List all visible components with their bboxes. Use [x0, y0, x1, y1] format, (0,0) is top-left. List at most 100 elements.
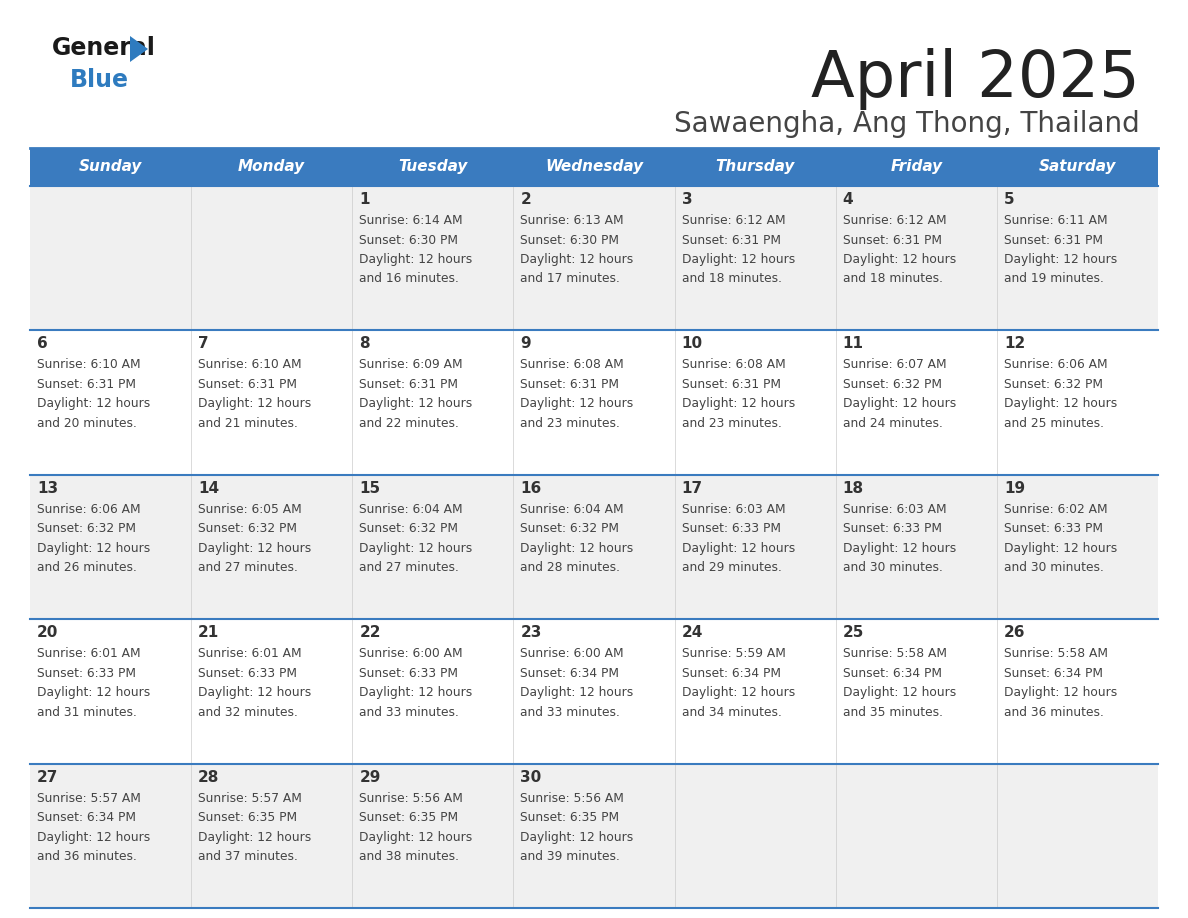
Text: Sunrise: 6:12 AM: Sunrise: 6:12 AM	[682, 214, 785, 227]
Text: 14: 14	[198, 481, 220, 496]
Text: General: General	[52, 36, 156, 60]
Text: Sunset: 6:34 PM: Sunset: 6:34 PM	[520, 666, 619, 679]
Text: and 23 minutes.: and 23 minutes.	[682, 417, 782, 430]
Text: Sunrise: 6:05 AM: Sunrise: 6:05 AM	[198, 503, 302, 516]
Text: Sunset: 6:34 PM: Sunset: 6:34 PM	[1004, 666, 1102, 679]
Text: Sunrise: 6:00 AM: Sunrise: 6:00 AM	[520, 647, 624, 660]
Text: Sunset: 6:31 PM: Sunset: 6:31 PM	[682, 378, 781, 391]
Text: Daylight: 12 hours: Daylight: 12 hours	[842, 542, 956, 554]
Text: Daylight: 12 hours: Daylight: 12 hours	[198, 542, 311, 554]
Text: 15: 15	[359, 481, 380, 496]
Text: Daylight: 12 hours: Daylight: 12 hours	[359, 686, 473, 700]
Text: and 17 minutes.: and 17 minutes.	[520, 273, 620, 285]
Text: Sunset: 6:30 PM: Sunset: 6:30 PM	[359, 233, 459, 247]
Text: and 32 minutes.: and 32 minutes.	[198, 706, 298, 719]
Text: Sunrise: 6:12 AM: Sunrise: 6:12 AM	[842, 214, 947, 227]
Text: and 16 minutes.: and 16 minutes.	[359, 273, 459, 285]
Text: Sunrise: 6:10 AM: Sunrise: 6:10 AM	[198, 358, 302, 372]
Text: and 24 minutes.: and 24 minutes.	[842, 417, 942, 430]
Text: and 23 minutes.: and 23 minutes.	[520, 417, 620, 430]
Text: Daylight: 12 hours: Daylight: 12 hours	[198, 686, 311, 700]
Text: Sunset: 6:34 PM: Sunset: 6:34 PM	[682, 666, 781, 679]
Polygon shape	[129, 36, 148, 62]
Text: and 30 minutes.: and 30 minutes.	[1004, 561, 1104, 575]
Text: Sunset: 6:30 PM: Sunset: 6:30 PM	[520, 233, 619, 247]
Text: Sunrise: 5:58 AM: Sunrise: 5:58 AM	[1004, 647, 1108, 660]
Bar	[30, 330, 1158, 475]
Bar	[30, 475, 1158, 620]
Text: and 20 minutes.: and 20 minutes.	[37, 417, 137, 430]
Text: Daylight: 12 hours: Daylight: 12 hours	[682, 253, 795, 266]
Text: Daylight: 12 hours: Daylight: 12 hours	[842, 686, 956, 700]
Text: Sawaengha, Ang Thong, Thailand: Sawaengha, Ang Thong, Thailand	[675, 110, 1140, 138]
Text: and 19 minutes.: and 19 minutes.	[1004, 273, 1104, 285]
Text: Sunset: 6:33 PM: Sunset: 6:33 PM	[198, 666, 297, 679]
Text: and 22 minutes.: and 22 minutes.	[359, 417, 459, 430]
Text: Daylight: 12 hours: Daylight: 12 hours	[682, 686, 795, 700]
Text: Daylight: 12 hours: Daylight: 12 hours	[1004, 397, 1117, 410]
Text: Sunrise: 6:09 AM: Sunrise: 6:09 AM	[359, 358, 463, 372]
Text: Sunset: 6:32 PM: Sunset: 6:32 PM	[359, 522, 459, 535]
Text: and 30 minutes.: and 30 minutes.	[842, 561, 942, 575]
Text: 10: 10	[682, 336, 702, 352]
Text: and 33 minutes.: and 33 minutes.	[359, 706, 459, 719]
Text: Sunset: 6:32 PM: Sunset: 6:32 PM	[842, 378, 942, 391]
Text: Sunrise: 6:04 AM: Sunrise: 6:04 AM	[520, 503, 624, 516]
Text: Sunrise: 6:14 AM: Sunrise: 6:14 AM	[359, 214, 463, 227]
Text: Sunrise: 6:13 AM: Sunrise: 6:13 AM	[520, 214, 624, 227]
Text: 28: 28	[198, 769, 220, 785]
Text: Sunset: 6:31 PM: Sunset: 6:31 PM	[1004, 233, 1102, 247]
Text: Daylight: 12 hours: Daylight: 12 hours	[682, 397, 795, 410]
Text: and 39 minutes.: and 39 minutes.	[520, 850, 620, 863]
Text: and 33 minutes.: and 33 minutes.	[520, 706, 620, 719]
Text: Sunset: 6:31 PM: Sunset: 6:31 PM	[520, 378, 619, 391]
Text: Sunrise: 6:01 AM: Sunrise: 6:01 AM	[198, 647, 302, 660]
Text: Sunrise: 6:02 AM: Sunrise: 6:02 AM	[1004, 503, 1107, 516]
Text: Sunrise: 5:59 AM: Sunrise: 5:59 AM	[682, 647, 785, 660]
Text: Daylight: 12 hours: Daylight: 12 hours	[37, 542, 150, 554]
Text: Sunrise: 5:57 AM: Sunrise: 5:57 AM	[37, 791, 141, 804]
Text: Daylight: 12 hours: Daylight: 12 hours	[520, 831, 633, 844]
Text: Daylight: 12 hours: Daylight: 12 hours	[198, 831, 311, 844]
Text: 20: 20	[37, 625, 58, 640]
Text: and 29 minutes.: and 29 minutes.	[682, 561, 782, 575]
Text: Daylight: 12 hours: Daylight: 12 hours	[682, 542, 795, 554]
Text: 17: 17	[682, 481, 702, 496]
Text: Sunrise: 6:03 AM: Sunrise: 6:03 AM	[682, 503, 785, 516]
Text: and 27 minutes.: and 27 minutes.	[359, 561, 459, 575]
Text: Sunrise: 6:08 AM: Sunrise: 6:08 AM	[682, 358, 785, 372]
Text: and 31 minutes.: and 31 minutes.	[37, 706, 137, 719]
Text: Sunset: 6:35 PM: Sunset: 6:35 PM	[520, 812, 620, 824]
Text: Sunset: 6:32 PM: Sunset: 6:32 PM	[520, 522, 619, 535]
Text: 21: 21	[198, 625, 220, 640]
Text: Sunrise: 6:08 AM: Sunrise: 6:08 AM	[520, 358, 624, 372]
Text: 9: 9	[520, 336, 531, 352]
Text: Sunset: 6:31 PM: Sunset: 6:31 PM	[37, 378, 135, 391]
Text: Daylight: 12 hours: Daylight: 12 hours	[37, 397, 150, 410]
Text: 8: 8	[359, 336, 369, 352]
Text: and 26 minutes.: and 26 minutes.	[37, 561, 137, 575]
Text: 12: 12	[1004, 336, 1025, 352]
Text: Sunrise: 6:06 AM: Sunrise: 6:06 AM	[1004, 358, 1107, 372]
Text: Sunset: 6:31 PM: Sunset: 6:31 PM	[359, 378, 459, 391]
Text: and 25 minutes.: and 25 minutes.	[1004, 417, 1104, 430]
Text: and 18 minutes.: and 18 minutes.	[842, 273, 943, 285]
Text: 3: 3	[682, 192, 693, 207]
Text: Daylight: 12 hours: Daylight: 12 hours	[359, 831, 473, 844]
Text: Daylight: 12 hours: Daylight: 12 hours	[359, 397, 473, 410]
Text: 19: 19	[1004, 481, 1025, 496]
Text: Friday: Friday	[890, 160, 942, 174]
Text: Daylight: 12 hours: Daylight: 12 hours	[520, 397, 633, 410]
Text: and 36 minutes.: and 36 minutes.	[37, 850, 137, 863]
Text: 6: 6	[37, 336, 48, 352]
Text: Sunset: 6:31 PM: Sunset: 6:31 PM	[842, 233, 942, 247]
Text: Daylight: 12 hours: Daylight: 12 hours	[1004, 686, 1117, 700]
Text: Sunrise: 6:00 AM: Sunrise: 6:00 AM	[359, 647, 463, 660]
Text: 26: 26	[1004, 625, 1025, 640]
Text: Sunset: 6:35 PM: Sunset: 6:35 PM	[359, 812, 459, 824]
Text: Daylight: 12 hours: Daylight: 12 hours	[37, 686, 150, 700]
Text: Daylight: 12 hours: Daylight: 12 hours	[520, 542, 633, 554]
Text: Daylight: 12 hours: Daylight: 12 hours	[1004, 542, 1117, 554]
Text: Sunrise: 5:57 AM: Sunrise: 5:57 AM	[198, 791, 302, 804]
Bar	[30, 764, 1158, 908]
